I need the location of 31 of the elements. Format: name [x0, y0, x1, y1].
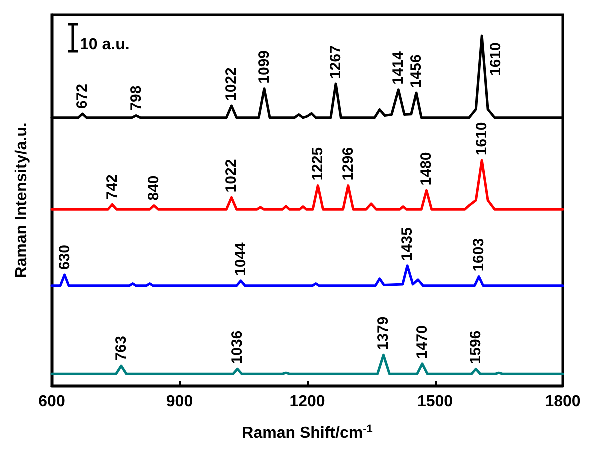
annotation: 1610: [488, 42, 505, 76]
annotation: 1044: [232, 242, 250, 276]
y-axis-title: Raman Intensity/a.u.: [14, 122, 30, 278]
annotation: 763: [112, 336, 130, 362]
annotation: 798: [128, 86, 145, 111]
annotation: 630: [56, 245, 74, 270]
x-tick-label: 1500: [417, 394, 454, 410]
annotation: 1036: [229, 330, 246, 364]
annotation: 1267: [328, 46, 345, 79]
x-tick-label: 1200: [290, 394, 326, 410]
annotation: 10 a.u.: [80, 36, 130, 54]
annotation: 1414: [390, 50, 408, 85]
annotation: 1456: [408, 54, 426, 88]
annotation: 1225: [310, 147, 327, 181]
annotation: 672: [74, 84, 92, 110]
annotation: 1099: [256, 50, 273, 84]
x-tick-label: 1800: [545, 394, 581, 410]
annotation: 1296: [340, 147, 357, 181]
annotation: 1435: [399, 228, 416, 261]
annotation: 742: [104, 174, 121, 200]
annotation: 1379: [375, 316, 392, 350]
annotation: 840: [146, 176, 163, 201]
annotation: 1480: [418, 152, 436, 186]
annotation: 1022: [223, 159, 240, 193]
annotation: 1022: [223, 68, 240, 101]
x-tick-label: 600: [38, 394, 66, 410]
x-tick-label: 900: [166, 394, 194, 410]
annotation: 1610: [474, 122, 491, 156]
annotation: 1470: [414, 326, 431, 359]
annotation: 1596: [468, 330, 485, 364]
annotation: 1603: [470, 238, 488, 272]
